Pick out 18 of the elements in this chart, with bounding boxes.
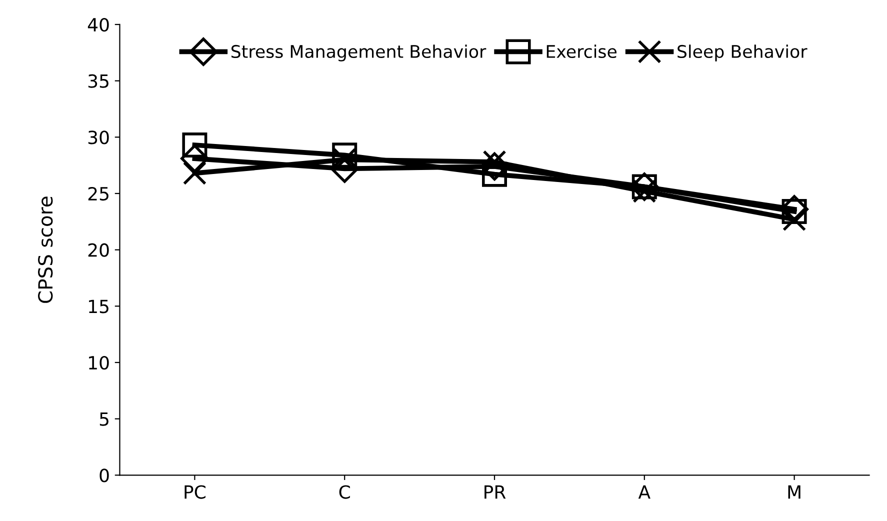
x-tick-label: A [638, 485, 650, 499]
x-tick-label: C [339, 485, 350, 499]
y-tick-label: 10 [89, 356, 109, 370]
y-tick-label: 35 [88, 74, 108, 88]
y-tick-label: 5 [100, 412, 108, 426]
y-axis-title: CPSS score [38, 196, 53, 303]
y-tick-label: 20 [88, 243, 109, 257]
x-tick-label: PC [184, 485, 206, 499]
y-tick-label: 0 [100, 468, 109, 482]
legend-label: Exercise [546, 44, 616, 58]
y-tick-label: 30 [88, 130, 109, 144]
y-tick-label: 15 [89, 300, 108, 314]
legend-label: Stress Management Behavior [231, 44, 486, 62]
x-tick-label: PR [484, 485, 506, 499]
y-tick-label: 25 [88, 186, 108, 201]
x-tick-label: M [788, 485, 800, 499]
y-tick-label: 40 [88, 18, 109, 32]
legend-label: Sleep Behavior [678, 44, 808, 62]
